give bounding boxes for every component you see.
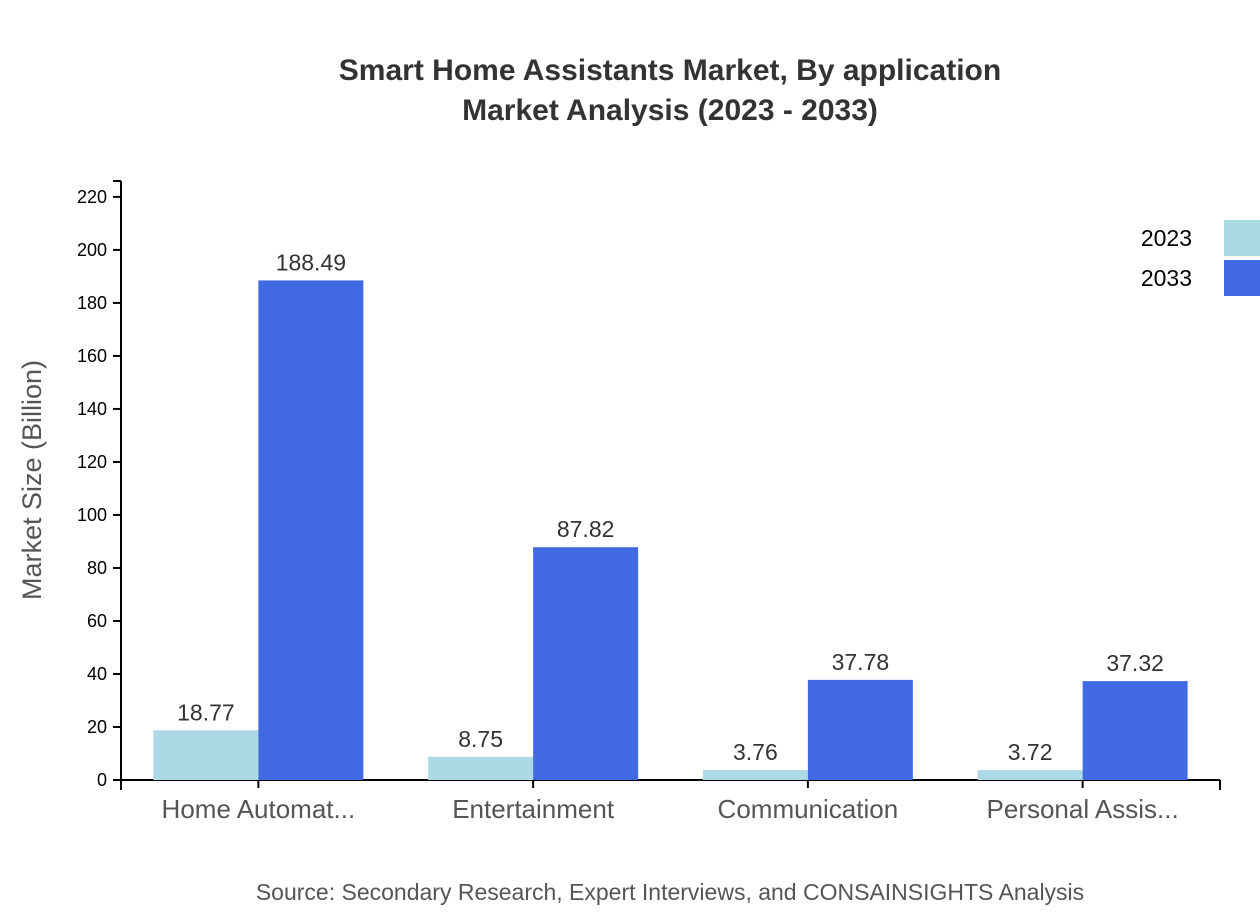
y-tick-label: 80 bbox=[87, 558, 107, 578]
chart-subtitle: Market Analysis (2023 - 2033) bbox=[462, 94, 878, 127]
data-label: 3.72 bbox=[1008, 739, 1053, 765]
legend-swatch-2033 bbox=[1224, 260, 1260, 296]
data-label: 3.76 bbox=[733, 739, 778, 765]
y-tick-label: 180 bbox=[77, 293, 107, 313]
legend-label: 2033 bbox=[1141, 265, 1192, 291]
y-tick-label: 140 bbox=[77, 399, 107, 419]
x-tick-label: Personal Assis... bbox=[987, 794, 1179, 824]
y-tick-label: 200 bbox=[77, 240, 107, 260]
legend-label: 2023 bbox=[1141, 225, 1192, 251]
bar-2023 bbox=[702, 770, 808, 780]
data-label: 188.49 bbox=[276, 249, 346, 275]
y-tick-label: 120 bbox=[77, 452, 107, 472]
source-note: Source: Secondary Research, Expert Inter… bbox=[256, 879, 1084, 905]
y-tick-label: 60 bbox=[87, 611, 107, 631]
bar-2023 bbox=[428, 756, 534, 780]
data-label: 8.75 bbox=[458, 726, 503, 752]
x-tick-label: Home Automat... bbox=[162, 794, 356, 824]
bar-2023 bbox=[977, 770, 1083, 780]
data-label: 87.82 bbox=[557, 516, 615, 542]
x-tick-label: Communication bbox=[718, 794, 899, 824]
data-label: 37.78 bbox=[832, 649, 890, 675]
bar-2033 bbox=[807, 679, 913, 780]
bar-2033 bbox=[258, 280, 364, 780]
y-tick-label: 100 bbox=[77, 505, 107, 525]
bar-2023 bbox=[153, 730, 259, 780]
data-label: 37.32 bbox=[1106, 650, 1164, 676]
chart-title: Smart Home Assistants Market, By applica… bbox=[339, 54, 1001, 87]
x-tick-label: Entertainment bbox=[452, 794, 615, 824]
y-tick-label: 40 bbox=[87, 664, 107, 684]
y-tick-label: 20 bbox=[87, 717, 107, 737]
y-tick-label: 0 bbox=[97, 770, 107, 790]
y-tick-label: 160 bbox=[77, 346, 107, 366]
legend-swatch-2023 bbox=[1224, 220, 1260, 256]
y-axis-label: Market Size (Billion) bbox=[17, 360, 47, 600]
y-tick-label: 220 bbox=[77, 187, 107, 207]
bar-2033 bbox=[533, 547, 639, 780]
bar-2033 bbox=[1082, 681, 1188, 780]
data-label: 18.77 bbox=[177, 699, 235, 725]
